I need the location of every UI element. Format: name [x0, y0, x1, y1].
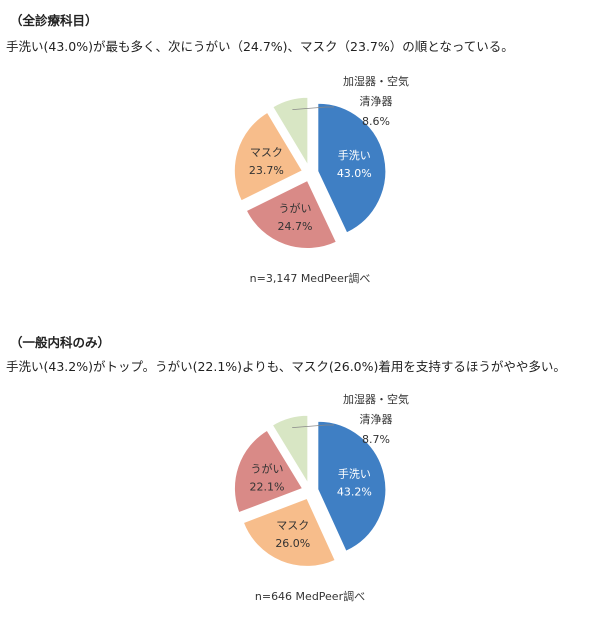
leader-line-humidifier-purifier [292, 424, 334, 428]
slice-label-humidifier-purifier: 加湿器・空気 [343, 74, 409, 88]
slice-value-handwashing: 43.2% [337, 485, 372, 498]
leader-line-humidifier-purifier [292, 106, 334, 110]
sample-note: n=3,147 MedPeer調べ [250, 271, 371, 285]
section-1-title: （全診療科目） [10, 13, 98, 28]
slice-label-mask: マスク [250, 146, 283, 159]
pie-slice-humidifier-purifier [271, 414, 309, 486]
slice-label-mask: マスク [276, 519, 309, 532]
slice-label-humidifier-purifier: 清浄器 [360, 94, 393, 108]
pie-slice-mask [233, 111, 304, 202]
slice-value-mask: 26.0% [275, 537, 310, 550]
pie-slice-gargling [233, 429, 304, 514]
slice-value-mask: 23.7% [249, 164, 284, 177]
pie-slice-mask [242, 497, 336, 567]
slice-value-gargling: 24.7% [278, 220, 313, 233]
slice-label-handwashing: 手洗い [338, 148, 371, 162]
section-2-summary: 手洗い(43.2%)がトップ。うがい(22.1%)よりも、マスク(26.0%)着… [6, 359, 566, 374]
slice-label-gargling: うがい [251, 461, 284, 475]
slice-value-gargling: 22.1% [250, 480, 285, 493]
slice-value-handwashing: 43.0% [337, 167, 372, 180]
section-2-title: （一般内科のみ） [10, 335, 111, 350]
slice-value-humidifier-purifier: 8.7% [362, 433, 390, 446]
slice-value-humidifier-purifier: 8.6% [362, 115, 390, 128]
sample-note: n=646 MedPeer調べ [255, 589, 365, 603]
pie-slice-humidifier-purifier [272, 96, 309, 168]
pie-slice-handwashing [317, 102, 387, 234]
slice-label-gargling: うがい [279, 201, 312, 215]
pie-slice-handwashing [317, 420, 387, 552]
slice-label-humidifier-purifier: 加湿器・空気 [343, 392, 409, 406]
pie-slice-gargling [245, 179, 337, 249]
slice-label-handwashing: 手洗い [338, 466, 371, 480]
section-1-summary: 手洗い(43.0%)が最も多く、次にうがい（24.7%)、マスク（23.7%）の… [6, 39, 514, 54]
slice-label-humidifier-purifier: 清浄器 [360, 412, 393, 426]
